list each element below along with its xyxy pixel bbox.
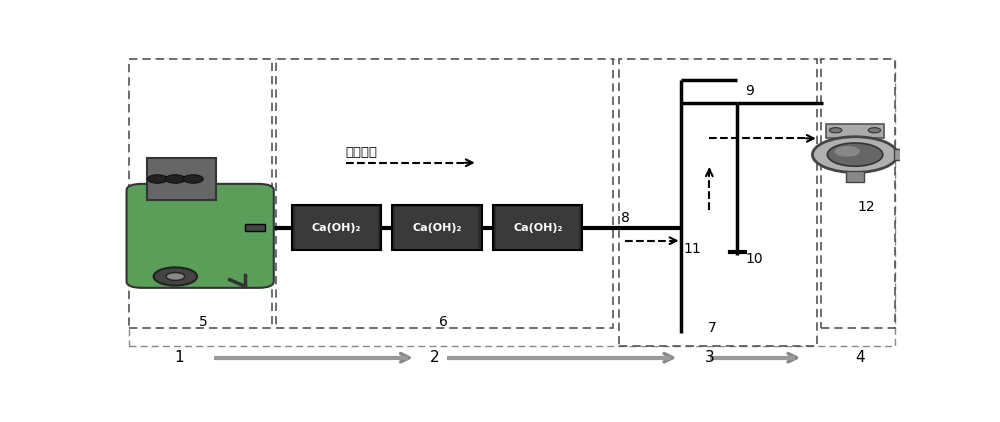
Circle shape — [827, 143, 883, 166]
Bar — [245, 225, 264, 231]
Bar — [147, 158, 216, 200]
Circle shape — [812, 137, 898, 173]
Bar — [392, 205, 482, 251]
Text: 2: 2 — [430, 350, 440, 365]
Circle shape — [183, 175, 203, 183]
Circle shape — [165, 175, 185, 183]
Text: 9: 9 — [745, 84, 754, 98]
Text: 10: 10 — [745, 252, 763, 265]
FancyBboxPatch shape — [129, 59, 895, 346]
Text: 3: 3 — [705, 350, 715, 365]
FancyBboxPatch shape — [276, 59, 613, 328]
Bar — [292, 205, 381, 251]
FancyBboxPatch shape — [127, 184, 274, 288]
FancyBboxPatch shape — [619, 59, 817, 346]
Circle shape — [835, 146, 860, 157]
Bar — [846, 171, 864, 182]
Bar — [493, 205, 582, 251]
Text: 6: 6 — [439, 315, 448, 329]
Circle shape — [147, 175, 168, 183]
FancyBboxPatch shape — [129, 59, 272, 328]
Bar — [395, 207, 478, 249]
Text: 8: 8 — [621, 211, 630, 225]
Bar — [295, 207, 378, 249]
Text: 4: 4 — [855, 350, 865, 365]
Bar — [894, 149, 926, 160]
Circle shape — [166, 273, 185, 280]
Bar — [496, 207, 579, 249]
Text: 12: 12 — [857, 200, 875, 214]
Circle shape — [154, 268, 197, 286]
Text: Ca(OH)₂: Ca(OH)₂ — [412, 223, 462, 233]
Text: Ca(OH)₂: Ca(OH)₂ — [513, 223, 562, 233]
Bar — [826, 124, 884, 138]
FancyBboxPatch shape — [821, 59, 895, 328]
Text: 气流方向: 气流方向 — [346, 146, 378, 160]
Text: 1: 1 — [174, 350, 184, 365]
Circle shape — [868, 127, 881, 133]
Text: 11: 11 — [683, 242, 701, 256]
Text: 5: 5 — [199, 315, 207, 329]
Circle shape — [829, 127, 842, 133]
Text: Ca(OH)₂: Ca(OH)₂ — [312, 223, 361, 233]
Text: 7: 7 — [708, 322, 717, 335]
